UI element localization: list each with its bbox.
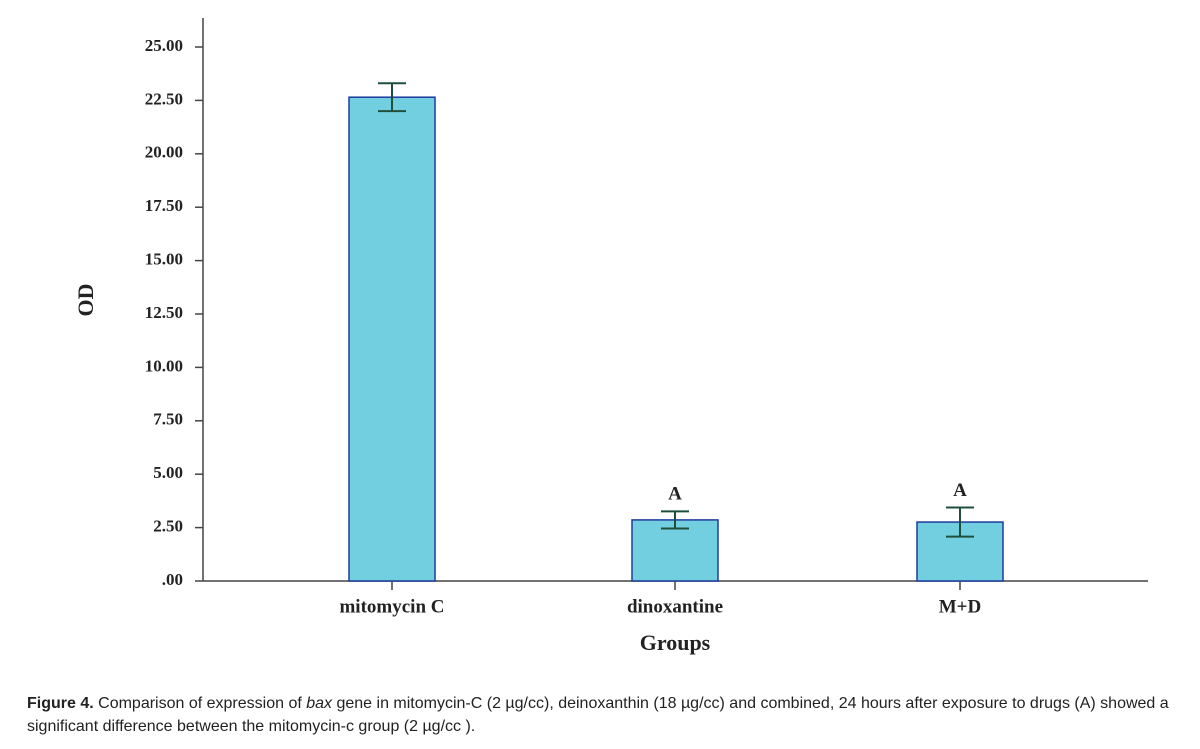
y-tick-label: 12.50 (145, 303, 183, 322)
error-bar (378, 82, 406, 113)
y-tick-label: 7.50 (153, 410, 183, 429)
annotation: A (953, 480, 967, 501)
error-bar (661, 510, 689, 530)
x-tick-label: M+D (939, 596, 981, 617)
y-tick-label: .00 (162, 570, 183, 589)
y-tick-label: 10.00 (145, 356, 183, 375)
y-tick-label: 22.50 (145, 89, 183, 108)
x-tick-label: dinoxantine (627, 596, 723, 617)
x-axis-label: Groups (640, 630, 711, 655)
y-axis-label: OD (73, 284, 98, 317)
caption: Figure 4. Comparison of expression of ba… (27, 692, 1192, 738)
y-tick-label: 17.50 (145, 196, 183, 215)
y-tick-label: 15.00 (145, 250, 183, 269)
caption-text: Comparison of expression of (93, 695, 307, 712)
y-tick-label: 2.50 (153, 517, 183, 536)
error-bar (946, 506, 974, 538)
x-tick-label: mitomycin C (339, 596, 444, 617)
y-tick-label: 5.00 (153, 463, 183, 482)
y-tick-label: 20.00 (145, 143, 183, 162)
annotation: A (668, 484, 682, 505)
caption-label: Figure 4. (27, 695, 94, 712)
bar (348, 96, 436, 582)
y-tick-label: 25.00 (145, 36, 183, 55)
caption-text: gene in mitomycin-C (2 µg/cc), deinoxant… (27, 695, 1169, 735)
chart: OD Groups .00 2.50 5.00 7.50 10.00 12.50 15.00… (73, 18, 1148, 655)
bar (631, 519, 719, 582)
caption-gene: bax (306, 695, 333, 712)
